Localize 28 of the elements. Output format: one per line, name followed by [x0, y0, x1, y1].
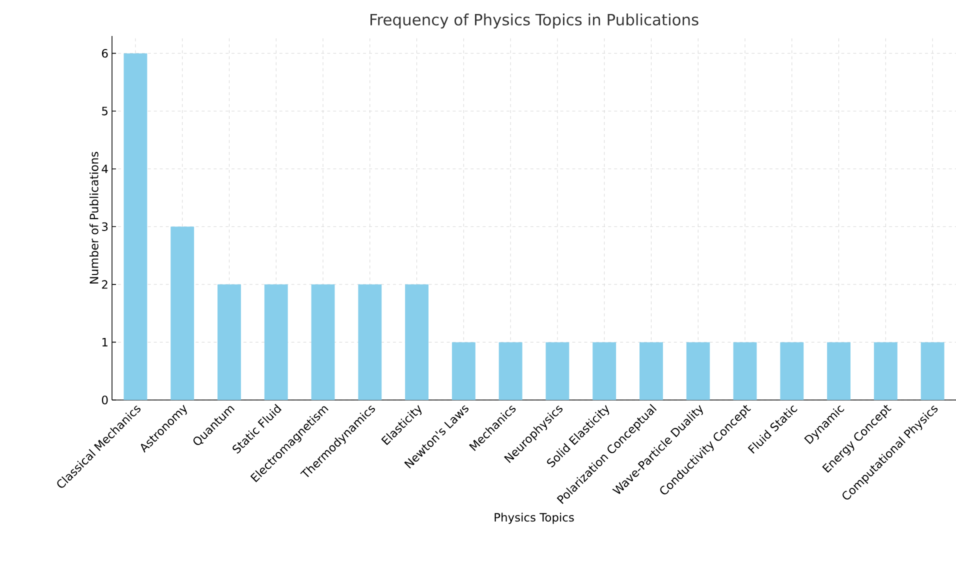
bar: [920, 342, 944, 400]
bar: [124, 53, 148, 400]
x-axis-title: Physics Topics: [494, 512, 574, 524]
bar: [498, 342, 522, 400]
y-tick-label: 5: [102, 106, 108, 116]
bar: [827, 342, 851, 400]
bar: [452, 342, 476, 400]
bar: [170, 226, 194, 400]
bar: [640, 342, 663, 400]
bar: [264, 284, 288, 400]
bar: [405, 284, 429, 400]
y-tick-label: 1: [102, 338, 108, 346]
bar: [311, 284, 335, 400]
y-tick-label: 3: [102, 222, 108, 231]
bar: [218, 284, 241, 400]
chart-title: Frequency of Physics Topics in Publications: [370, 14, 698, 28]
y-tick-label: 4: [102, 164, 108, 174]
bar: [686, 342, 710, 400]
y-tick-label: 0: [102, 396, 108, 404]
bar: [780, 342, 804, 400]
y-axis-title: Number of Publications: [89, 152, 98, 284]
bar: [546, 342, 570, 400]
bar: [592, 342, 616, 400]
bar: [733, 342, 757, 400]
y-tick-label: 2: [102, 280, 108, 289]
y-tick-label: 6: [102, 48, 108, 58]
bar: [874, 342, 898, 400]
bar: [358, 284, 382, 400]
